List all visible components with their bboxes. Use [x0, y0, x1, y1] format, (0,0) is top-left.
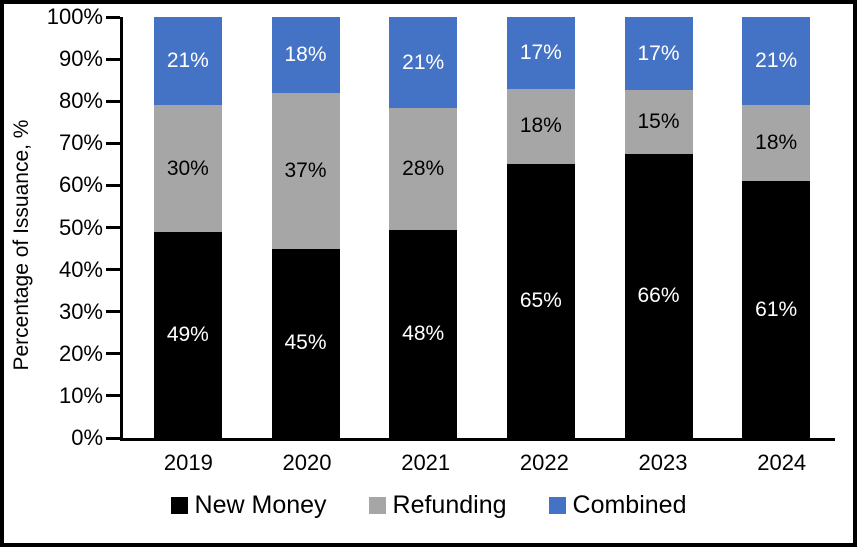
- bar-segment-new-money: 48%: [389, 229, 458, 438]
- y-axis-tick-mark: [106, 310, 120, 314]
- x-axis-label: 2020: [282, 450, 332, 475]
- legend: New Money Refunding Combined: [4, 488, 853, 522]
- bar-segment-combined: 17%: [624, 17, 693, 91]
- x-axis-label: 2019: [163, 450, 213, 475]
- stacked-bar-2023: 17% 15% 66%: [624, 17, 693, 438]
- x-axis-label: 2022: [519, 450, 569, 475]
- y-axis-tick-mark: [106, 15, 120, 19]
- bar-segment-new-money: 45%: [271, 248, 340, 438]
- stacked-bar-2021: 21% 28% 48%: [389, 17, 458, 438]
- bar-segment-combined: 21%: [153, 17, 222, 106]
- y-axis-tick-mark: [106, 183, 120, 187]
- y-axis-tick-mark: [106, 436, 120, 440]
- bar-segment-refunding: 18%: [742, 105, 811, 182]
- y-axis-tick-mark: [106, 394, 120, 398]
- bar-slot-2022: 17% 18% 65%: [482, 17, 600, 438]
- plot-area: 21% 30% 49% 18% 37% 45% 21% 28% 48% 17% 18% 65% 17% 1…: [120, 17, 835, 441]
- bar-slot-2020: 18% 37% 45%: [247, 17, 365, 438]
- x-axis-label: 2023: [638, 450, 688, 475]
- y-axis-tick-labels: 0% 10% 20% 30% 40% 50% 60% 70% 80% 90% 100%: [4, 4, 103, 543]
- bar-segment-refunding: 15%: [624, 90, 693, 155]
- stacked-bar-2024: 21% 18% 61%: [742, 17, 811, 438]
- x-axis-label: 2024: [757, 450, 807, 475]
- bar-segment-combined: 21%: [389, 17, 458, 109]
- legend-item-refunding: Refunding: [368, 490, 507, 520]
- bars-container: 21% 30% 49% 18% 37% 45% 21% 28% 48% 17% 18% 65% 17% 1…: [123, 17, 835, 438]
- y-axis-tick-label: 0%: [71, 425, 103, 450]
- y-axis-tick-label: 60%: [58, 172, 103, 198]
- legend-swatch-icon: [170, 496, 188, 514]
- legend-item-combined: Combined: [548, 490, 687, 520]
- bar-segment-combined: 17%: [506, 17, 575, 89]
- bar-slot-2024: 21% 18% 61%: [717, 17, 835, 438]
- y-axis-tick-mark: [106, 268, 120, 272]
- legend-label: New Money: [194, 491, 327, 519]
- y-axis-tick-mark: [106, 226, 120, 229]
- y-axis-tick-label: 40%: [58, 256, 103, 282]
- y-axis-tick-label: 50%: [58, 214, 103, 240]
- bar-segment-combined: 21%: [742, 17, 811, 106]
- bar-segment-refunding: 18%: [506, 88, 575, 165]
- legend-swatch-icon: [548, 496, 566, 514]
- y-axis-tick-label: 70%: [58, 130, 103, 156]
- y-axis-tick-mark: [106, 99, 120, 103]
- bar-segment-combined: 18%: [271, 17, 340, 93]
- legend-label: Refunding: [392, 491, 507, 519]
- bar-slot-2021: 21% 28% 48%: [364, 17, 482, 438]
- y-axis-tick-label: 30%: [58, 298, 103, 324]
- stacked-bar-2019: 21% 30% 49%: [153, 17, 222, 438]
- bar-segment-new-money: 65%: [506, 164, 575, 438]
- y-axis-tick-label: 90%: [58, 46, 103, 72]
- stacked-bar-2022: 17% 18% 65%: [506, 17, 575, 438]
- bar-slot-2023: 17% 15% 66%: [600, 17, 718, 438]
- legend-swatch-icon: [368, 496, 386, 514]
- bar-segment-new-money: 49%: [153, 231, 222, 438]
- y-axis-tick-label: 100%: [46, 4, 103, 29]
- y-axis-tick-label: 10%: [58, 382, 103, 408]
- bar-segment-refunding: 30%: [153, 105, 222, 232]
- y-axis-tick-mark: [106, 57, 120, 61]
- bar-segment-refunding: 37%: [271, 92, 340, 249]
- bar-segment-new-money: 66%: [624, 154, 693, 438]
- x-axis-labels: 2019 2020 2021 2022 2023 2024: [123, 450, 841, 476]
- stacked-bar-2020: 18% 37% 45%: [271, 17, 340, 438]
- y-axis-tick-label: 80%: [58, 88, 103, 114]
- y-axis-tick-mark: [106, 141, 120, 145]
- bar-segment-refunding: 28%: [389, 108, 458, 230]
- legend-item-new-money: New Money: [170, 490, 327, 520]
- x-axis-label: 2021: [401, 450, 451, 475]
- legend-label: Combined: [572, 491, 687, 519]
- bar-segment-new-money: 61%: [742, 181, 811, 438]
- bar-slot-2019: 21% 30% 49%: [129, 17, 247, 438]
- y-axis-tick-mark: [106, 352, 120, 356]
- y-axis-tick-label: 20%: [58, 340, 103, 366]
